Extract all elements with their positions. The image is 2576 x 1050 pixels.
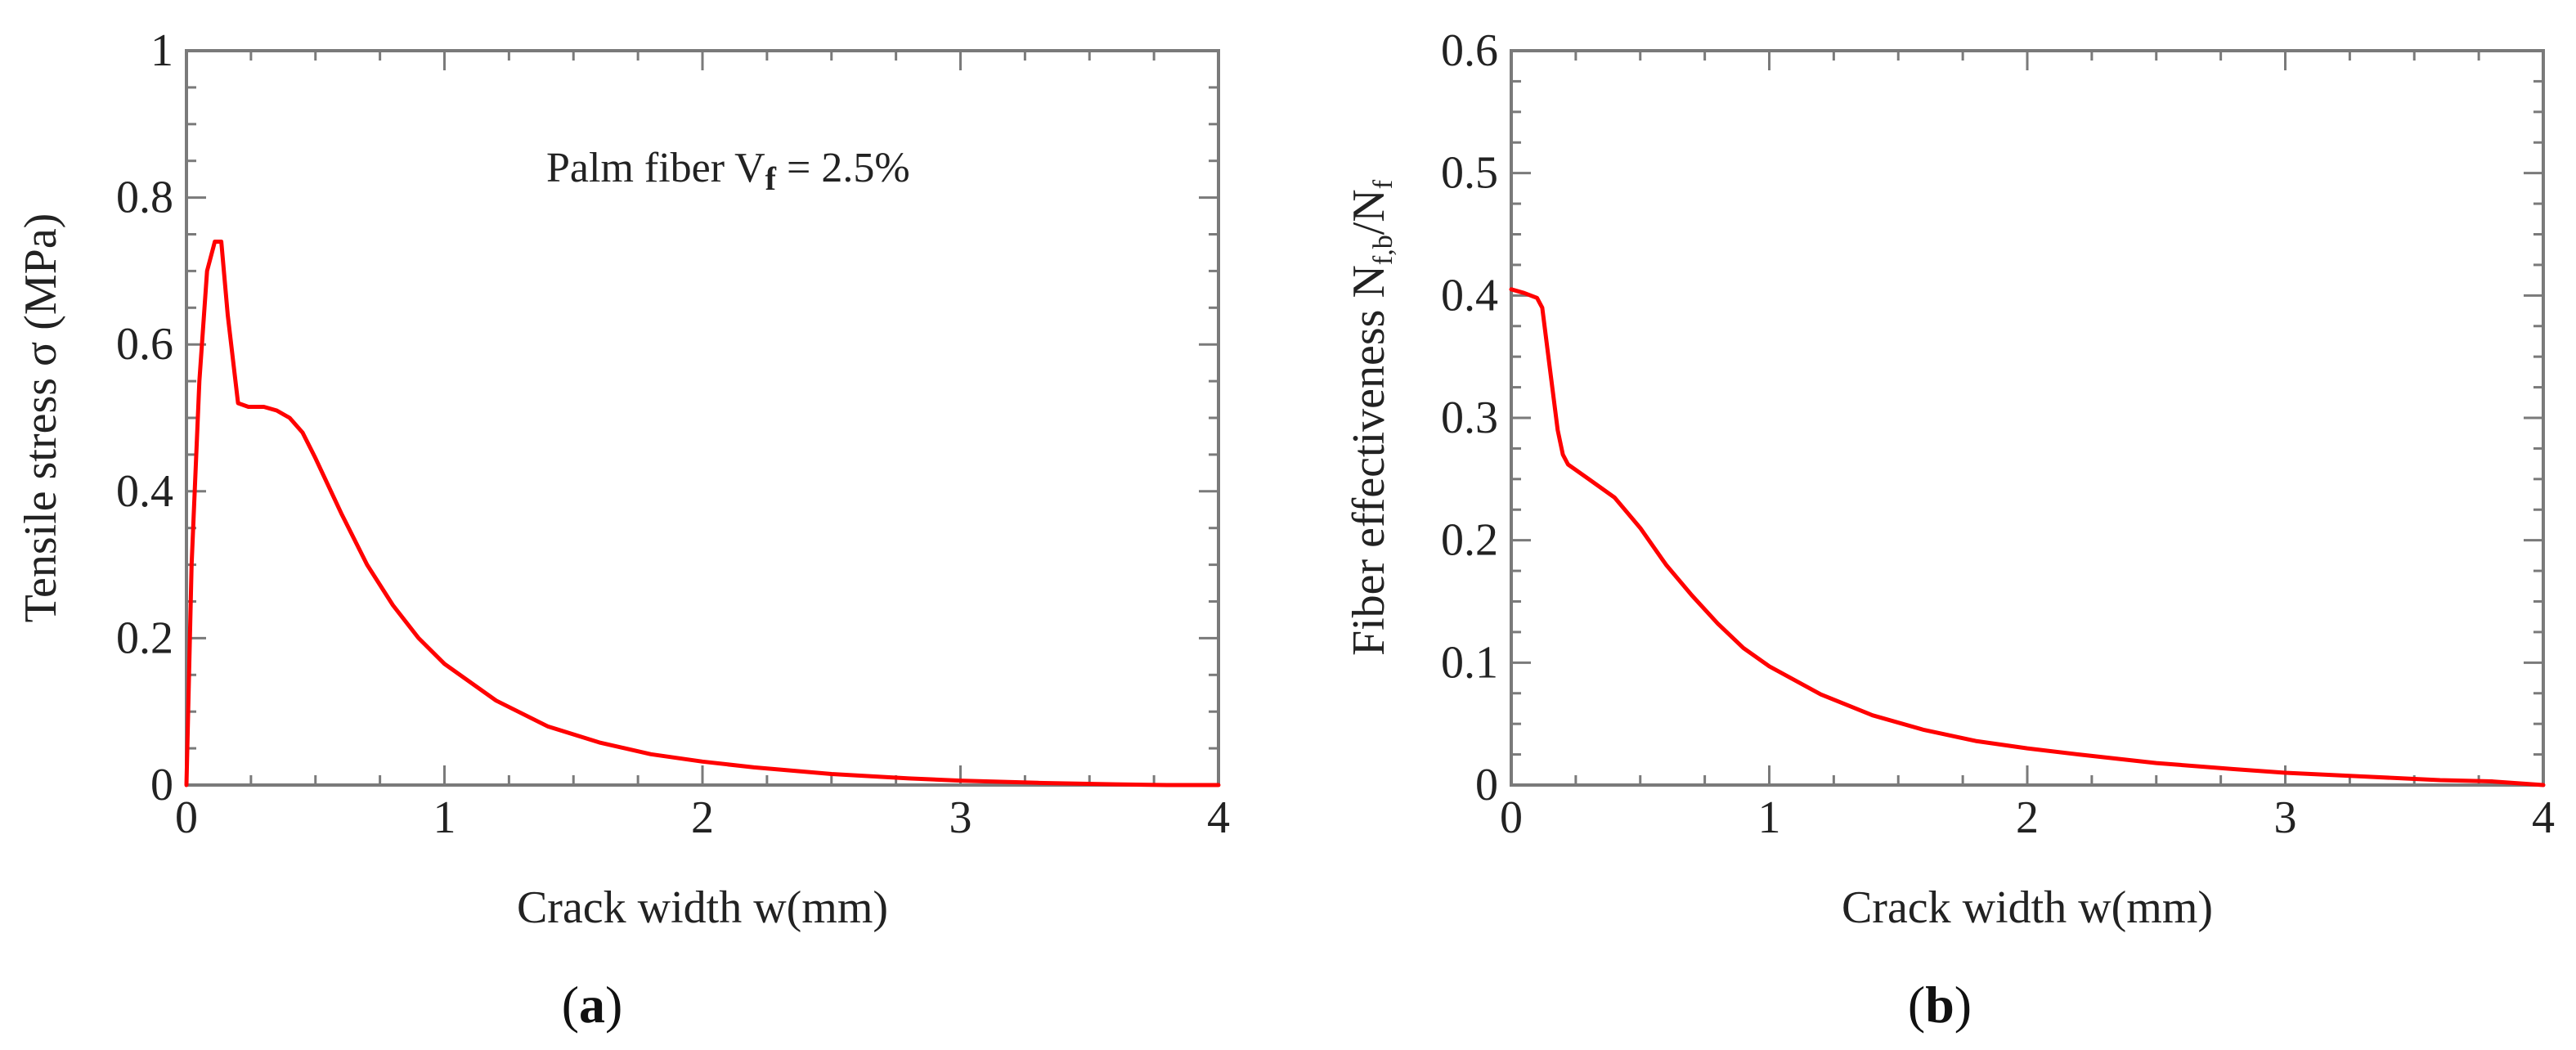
- y-tick-label: 0.3: [1441, 393, 1498, 443]
- panel-b-plot-frame: [1510, 49, 2545, 787]
- panel-a-annotation: Palm fiber Vf = 2.5%: [546, 145, 910, 197]
- x-tick-label: 4: [1207, 792, 1230, 843]
- panel-a-label: (a): [562, 976, 623, 1034]
- panel-a-annotation-suffix: = 2.5%: [776, 145, 910, 191]
- y-tick-label: 0.1: [1441, 637, 1498, 688]
- panel-b-y-title-sub2: f: [1368, 179, 1398, 189]
- panel-a-x-axis-title: Crack width w(mm): [517, 882, 888, 933]
- x-tick-label: 1: [1758, 792, 1781, 843]
- panel-a-annotation-prefix: Palm fiber V: [546, 145, 765, 191]
- y-tick-label: 0.6: [116, 319, 173, 370]
- panel-a-label-letter: a: [579, 976, 605, 1034]
- panel-a-y-tick-labels: 0 0.2 0.4 0.6 0.8 1: [116, 25, 173, 810]
- x-tick-label: 2: [2016, 792, 2039, 843]
- panel-b-y-title-prefix: Fiber effectiveness N: [1344, 265, 1394, 656]
- panel-b-x-axis-title: Crack width w(mm): [1842, 882, 2213, 933]
- panel-a-series-line: [184, 240, 1221, 788]
- panel-b-y-tick-labels: 0 0.1 0.2 0.3 0.4 0.5 0.6: [1441, 25, 1498, 810]
- panel-b-y-title-mid: /N: [1344, 189, 1394, 235]
- x-tick-label: 3: [949, 792, 972, 843]
- panel-b-label-letter: b: [1925, 976, 1954, 1034]
- x-tick-label: 0: [175, 792, 198, 843]
- y-tick-label: 0.8: [116, 173, 173, 223]
- y-tick-label: 0.2: [1441, 515, 1498, 566]
- x-tick-label: 2: [691, 792, 714, 843]
- x-tick-label: 3: [2274, 792, 2297, 843]
- panel-b-series-line: [1509, 287, 2546, 788]
- y-tick-label: 0.2: [116, 612, 173, 663]
- panel-b-x-tick-labels: 0 1 2 3 4: [1500, 792, 2555, 843]
- panel-a-annotation-subscript: f: [765, 160, 777, 197]
- panel-a-label-close: ): [605, 976, 622, 1034]
- y-tick-label: 1: [150, 25, 173, 76]
- panel-b-label-open: (: [1908, 976, 1925, 1034]
- y-tick-label: 0: [1475, 760, 1498, 810]
- y-tick-label: 0.5: [1441, 148, 1498, 199]
- panel-b-label-close: ): [1954, 976, 1972, 1034]
- panel-b-ticks: [1510, 49, 2545, 787]
- panel-b-y-title-sub1: f,b: [1368, 235, 1398, 265]
- y-tick-label: 0.4: [116, 466, 173, 517]
- x-tick-label: 1: [433, 792, 456, 843]
- panel-a-x-tick-labels: 0 1 2 3 4: [175, 792, 1230, 843]
- x-tick-label: 4: [2532, 792, 2555, 843]
- panel-b-chart: 0 1 2 3 4 0 0.1 0.2 0.3 0.4 0.5 0.6 Crack width w(…: [1344, 25, 2555, 1034]
- panel-a-chart: 0 1 2 3 4 0 0.2 0.4 0.6 0.8 1 Palm fiber Vf = 2.5…: [16, 25, 1230, 1034]
- y-tick-label: 0.6: [1441, 25, 1498, 76]
- panel-b-y-axis-title: Fiber effectiveness Nf,b/Nf: [1344, 179, 1398, 656]
- x-tick-label: 0: [1500, 792, 1523, 843]
- panel-a-label-open: (: [562, 976, 579, 1034]
- y-tick-label: 0.4: [1441, 270, 1498, 321]
- y-tick-label: 0: [150, 760, 173, 810]
- panel-a-y-axis-title: Tensile stress σ (MPa): [16, 213, 66, 623]
- panel-b-label: (b): [1908, 976, 1972, 1034]
